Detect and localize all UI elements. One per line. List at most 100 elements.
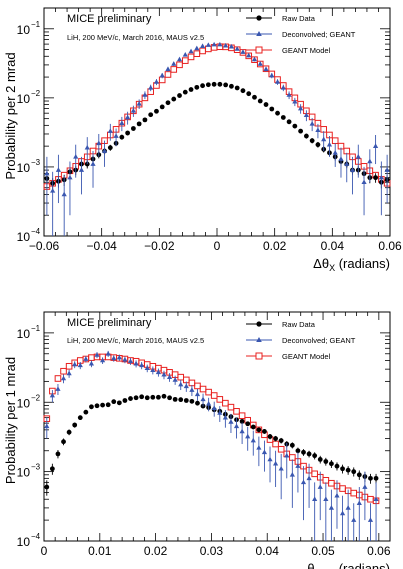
legend-label: GEANT Model (282, 352, 331, 361)
y-tick-exponent: −1 (31, 324, 41, 333)
y-tick-label: 10 (17, 535, 31, 549)
x-tick-label: 0.04 (256, 544, 280, 558)
data-point-deconvolved (228, 419, 234, 424)
annotation-run-info: LiH, 200 MeV/c, March 2016, MAUS v2.5 (67, 336, 204, 345)
data-point-deconvolved (272, 460, 279, 466)
x-tick-label: 0.02 (263, 239, 287, 253)
data-point-raw (159, 104, 165, 110)
series-geant (43, 353, 380, 505)
data-point-deconvolved (182, 52, 188, 57)
data-point-geant (227, 403, 235, 411)
data-point-deconvolved (356, 500, 362, 506)
x-tick-label: 0.03 (200, 544, 224, 558)
x-tick-label: −0.04 (86, 239, 117, 253)
y-tick-label: 10 (17, 230, 31, 244)
legend-label: Raw Data (282, 320, 316, 329)
x-tick-label: 0 (41, 544, 48, 558)
data-point-deconvolved (309, 121, 315, 126)
data-point-raw (61, 439, 66, 445)
data-point-deconvolved (217, 41, 223, 47)
data-point-raw (171, 96, 177, 102)
data-point-deconvolved (278, 465, 284, 471)
data-point-deconvolved (222, 414, 228, 420)
data-point-deconvolved (362, 484, 368, 489)
data-point-raw (317, 457, 323, 462)
data-point-raw (239, 418, 245, 424)
data-point-raw (148, 112, 154, 118)
data-point-raw (200, 83, 205, 89)
data-point-raw (263, 102, 269, 107)
data-point-geant (187, 53, 195, 61)
data-point-raw (107, 145, 113, 151)
data-point-deconvolved (78, 167, 85, 172)
data-point-geant (164, 71, 172, 78)
data-point-raw (340, 466, 345, 472)
data-point-raw (111, 399, 117, 405)
data-point-geant (322, 476, 330, 484)
y-tick-label: 10 (17, 327, 31, 341)
data-point-raw (83, 409, 89, 415)
data-point-deconvolved (67, 174, 73, 180)
data-point-deconvolved (130, 107, 136, 113)
data-point-deconvolved (332, 150, 338, 155)
data-point-geant (176, 61, 183, 69)
legend-label: Deconvolved; GEANT (282, 336, 356, 345)
legend-marker-geant (255, 352, 263, 360)
data-point-deconvolved (116, 354, 122, 360)
data-point-deconvolved (228, 43, 235, 49)
data-point-raw (142, 117, 148, 123)
data-point-raw (183, 398, 189, 403)
data-point-deconvolved (344, 161, 350, 166)
data-point-deconvolved (188, 48, 194, 54)
data-point-geant (328, 479, 335, 487)
y-tick-label: 10 (17, 396, 31, 410)
data-point-raw (105, 402, 111, 408)
data-point-deconvolved (250, 437, 256, 443)
data-point-deconvolved (165, 66, 171, 71)
data-point-raw (301, 449, 306, 455)
data-point-deconvolved (267, 456, 273, 462)
data-point-deconvolved (178, 381, 184, 387)
legend-label: Raw Data (282, 14, 316, 23)
data-point-deconvolved (315, 127, 321, 133)
data-point-deconvolved (306, 475, 312, 481)
data-point-deconvolved (113, 133, 119, 138)
data-point-geant (177, 373, 185, 381)
x-axis-title: θScatt (radians) (307, 561, 390, 569)
series-deconvolved (44, 41, 390, 236)
data-point-deconvolved (142, 92, 148, 97)
data-point-raw (194, 84, 200, 90)
data-point-deconvolved (200, 396, 206, 402)
data-point-raw (246, 91, 252, 97)
data-point-deconvolved (144, 365, 150, 370)
data-point-deconvolved (90, 161, 96, 166)
data-point-raw (133, 395, 139, 401)
x-tick-label: −0.06 (29, 239, 60, 253)
data-point-raw (315, 142, 321, 148)
data-point-deconvolved (323, 496, 329, 502)
data-point-deconvolved (292, 98, 298, 104)
data-point-raw (229, 83, 234, 89)
data-point-deconvolved (367, 158, 373, 164)
data-point-raw (234, 85, 240, 91)
data-point-raw (289, 442, 295, 448)
y-tick-label: 10 (17, 23, 31, 37)
data-point-deconvolved (189, 387, 195, 392)
data-point-raw (154, 108, 159, 114)
data-point-deconvolved (61, 191, 67, 197)
data-point-deconvolved (256, 445, 262, 450)
data-point-deconvolved (233, 423, 240, 429)
data-point-geant (60, 367, 67, 375)
y-tick-label: 10 (17, 92, 31, 106)
y-tick-label: 10 (17, 466, 31, 480)
x-tick-label: 0.06 (367, 544, 391, 558)
data-point-deconvolved (66, 370, 72, 376)
x-tick-label: 0.06 (378, 239, 402, 253)
data-point-deconvolved (326, 141, 333, 147)
data-point-raw (240, 88, 246, 94)
data-point-raw (309, 138, 315, 144)
data-point-deconvolved (217, 410, 223, 415)
data-point-deconvolved (321, 136, 327, 142)
data-point-raw (329, 461, 334, 467)
y-tick-exponent: −4 (31, 227, 41, 236)
